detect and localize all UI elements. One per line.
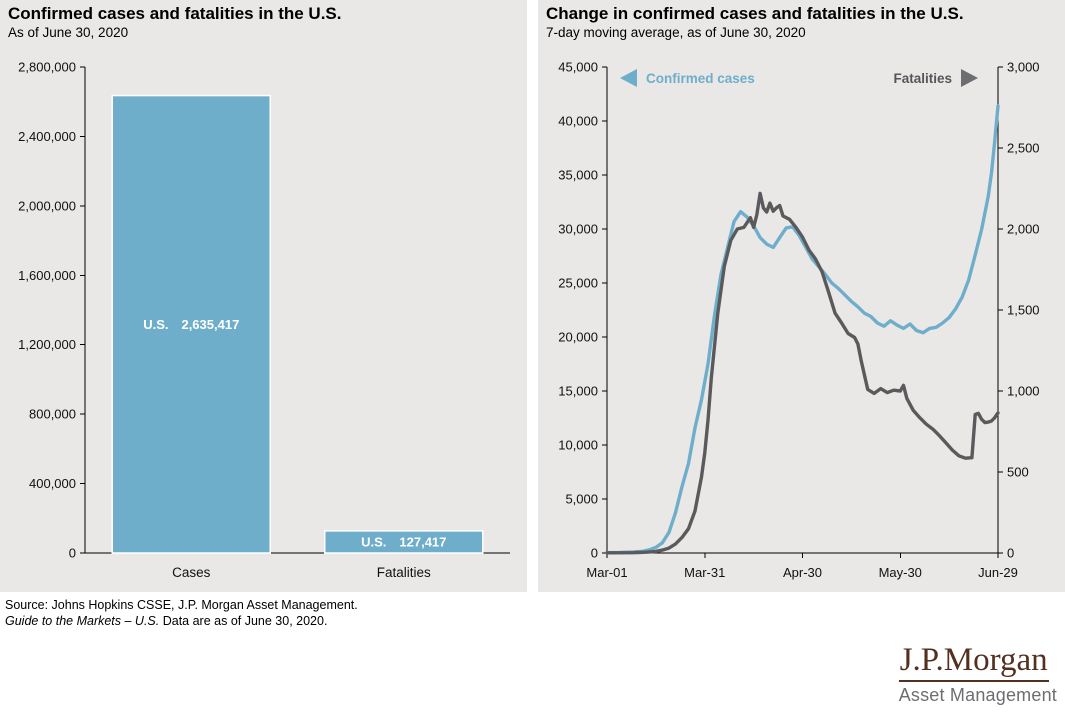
- data-as-of-text: Data are as of June 30, 2020.: [159, 614, 328, 628]
- series-line-confirmed-cases: [605, 104, 1000, 555]
- bar-fatalities: [324, 530, 484, 554]
- x-tick-label: Mar-01: [586, 565, 627, 580]
- legend-confirmed-cases: Confirmed cases: [620, 69, 755, 87]
- left-y-tick-label: 0: [591, 546, 598, 561]
- left-y-tick-label: 20,000: [558, 330, 598, 345]
- left-y-tick-label: 25,000: [558, 276, 598, 291]
- left-y-tick-label: 30,000: [558, 222, 598, 237]
- legend-confirmed-cases-label: Confirmed cases: [646, 70, 755, 86]
- line-chart-panel: Change in confirmed cases and fatalities…: [538, 0, 1065, 592]
- category-label: Cases: [172, 565, 211, 580]
- left-y-tick-label: 15,000: [558, 384, 598, 399]
- left-y-tick-label: 35,000: [558, 168, 598, 183]
- x-tick-label: May-30: [879, 565, 922, 580]
- right-y-tick-label: 1,000: [1007, 384, 1040, 399]
- right-y-tick-label: 2,500: [1007, 141, 1040, 156]
- bar-chart: 0 400,000 800,000 1,200,000 1,600,000 2,000,0…: [18, 60, 510, 580]
- y-tick-label: 400,000: [29, 476, 76, 491]
- bar-cases: [111, 94, 271, 554]
- line-chart: 0 5,000 10,000 15,000 20,000 25,000 30,000 35,0…: [558, 60, 1040, 581]
- left-y-tick-label: 40,000: [558, 114, 598, 129]
- left-y-tick-label: 5,000: [565, 492, 598, 507]
- category-label: Fatalities: [377, 565, 431, 580]
- source-line-2: Guide to the Markets – U.S. Data are as …: [5, 613, 358, 629]
- bar-value-label: U.S. 127,417: [361, 534, 446, 549]
- y-tick-label: 1,200,000: [18, 337, 76, 352]
- left-y-tick-label: 45,000: [558, 60, 598, 75]
- y-tick-label: 2,800,000: [18, 60, 76, 75]
- bar-chart-title: Confirmed cases and fatalities in the U.…: [8, 4, 342, 23]
- left-arrow-icon: [620, 69, 637, 87]
- x-tick-label: Mar-31: [684, 565, 725, 580]
- y-tick-label: 2,000,000: [18, 198, 76, 213]
- x-tick-label: Apr-30: [783, 565, 822, 580]
- source-line-1: Source: Johns Hopkins CSSE, J.P. Morgan …: [5, 598, 358, 612]
- right-y-tick-label: 0: [1007, 546, 1014, 561]
- y-tick-label: 1,600,000: [18, 268, 76, 283]
- jpmorgan-logo: J.P.Morgan Asset Management: [898, 644, 1057, 706]
- line-chart-subtitle: 7-day moving average, as of June 30, 202…: [546, 25, 806, 40]
- bar-chart-panel: Confirmed cases and fatalities in the U.…: [0, 0, 527, 592]
- y-tick-label: 2,400,000: [18, 129, 76, 144]
- bar-chart-subtitle: As of June 30, 2020: [8, 25, 129, 40]
- left-y-tick-label: 10,000: [558, 438, 598, 453]
- bar-value-label: U.S. 2,635,417: [143, 317, 239, 332]
- legend-fatalities-label: Fatalities: [893, 70, 952, 86]
- jpmorgan-wordmark: J.P.Morgan: [898, 644, 1049, 682]
- right-y-tick-label: 1,500: [1007, 303, 1040, 318]
- source-note: Source: Johns Hopkins CSSE, J.P. Morgan …: [5, 597, 358, 629]
- right-y-tick-label: 3,000: [1007, 60, 1040, 75]
- series-line-fatalities: [605, 191, 1000, 555]
- right-y-tick-label: 2,000: [1007, 222, 1040, 237]
- right-arrow-icon: [961, 69, 978, 87]
- line-chart-title: Change in confirmed cases and fatalities…: [546, 4, 964, 23]
- y-tick-label: 0: [69, 546, 76, 561]
- asset-management-label: Asset Management: [898, 685, 1057, 705]
- legend-fatalities: Fatalities: [893, 69, 978, 87]
- y-tick-label: 800,000: [29, 407, 76, 422]
- right-y-tick-label: 500: [1007, 465, 1029, 480]
- guide-to-markets-citation: Guide to the Markets – U.S.: [5, 614, 160, 628]
- x-tick-label: Jun-29: [978, 565, 1018, 580]
